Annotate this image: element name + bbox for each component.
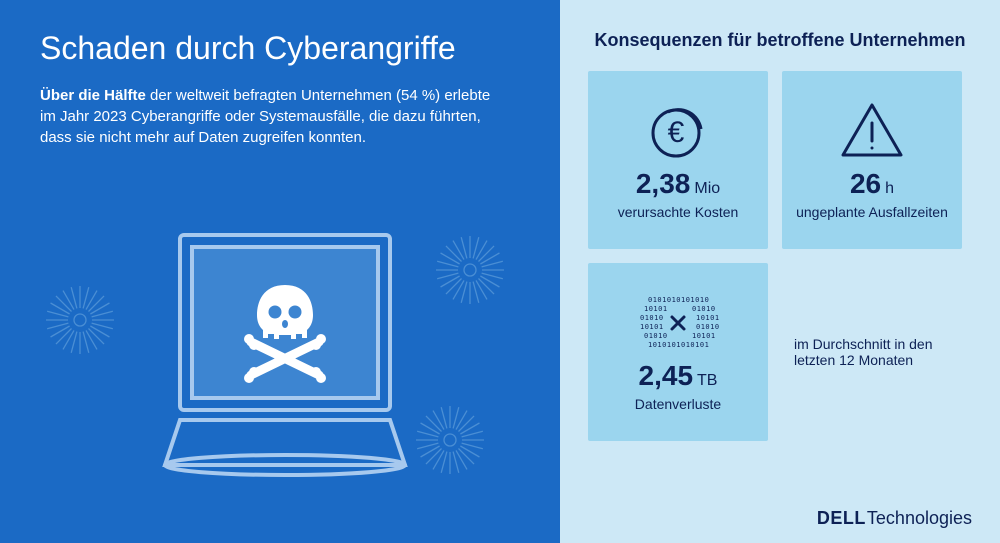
card-dataloss: 0101010101010 1010101010 0101010101 1010… (588, 263, 768, 441)
stat-label: Datenverluste (635, 396, 721, 413)
svg-text:10101: 10101 (692, 332, 716, 340)
svg-text:01010: 01010 (692, 305, 716, 313)
stat-unit: TB (697, 372, 717, 390)
card-downtime: 26 h ungeplante Ausfallzeiten (782, 71, 962, 249)
card-cost: € 2,38 Mio verursachte Kosten (588, 71, 768, 249)
stat-label: verursachte Kosten (618, 204, 739, 221)
data-icon: 0101010101010 1010101010 0101010101 1010… (634, 292, 722, 354)
logo-part2: Technologies (867, 508, 972, 529)
stat-value: 2,45 (639, 360, 694, 392)
body-bold: Über die Hälfte (40, 87, 146, 104)
stat-line: 26 h (850, 168, 894, 200)
right-panel: Konsequenzen für betroffene Unternehmen … (560, 0, 1000, 543)
stat-label: ungeplante Ausfallzeiten (796, 204, 948, 221)
main-title: Schaden durch Cyberangriffe (40, 30, 520, 67)
svg-text:1010101010101: 1010101010101 (648, 341, 709, 349)
svg-text:0101010101010: 0101010101010 (648, 296, 709, 304)
stat-line: 2,38 Mio (636, 168, 720, 200)
avg-note: im Durchschnitt in den letzten 12 Monate… (782, 263, 962, 441)
stat-unit: h (885, 180, 894, 198)
svg-text:01010: 01010 (640, 314, 664, 322)
svg-text:10101: 10101 (640, 323, 664, 331)
starburst-icon (430, 230, 510, 310)
stat-unit: Mio (694, 180, 720, 198)
dell-logo: DELLTechnologies (817, 508, 972, 529)
body-text: Über die Hälfte der weltweit befragten U… (40, 85, 500, 148)
cards-container: € 2,38 Mio verursachte Kosten 26 h u (588, 71, 972, 441)
svg-text:€: € (668, 116, 685, 149)
svg-text:10101: 10101 (644, 305, 668, 313)
logo-part1: DELL (817, 508, 866, 529)
warning-icon (837, 100, 907, 162)
starburst-icon (410, 400, 490, 480)
laptop-illustration (160, 225, 410, 500)
svg-text:01010: 01010 (644, 332, 668, 340)
left-panel: Schaden durch Cyberangriffe Über die Häl… (0, 0, 560, 543)
starburst-icon (40, 280, 120, 360)
right-title: Konsequenzen für betroffene Unternehmen (588, 30, 972, 51)
stat-value: 26 (850, 168, 881, 200)
stat-line: 2,45 TB (639, 360, 718, 392)
svg-text:01010: 01010 (696, 323, 720, 331)
euro-icon: € (646, 100, 710, 162)
svg-text:10101: 10101 (696, 314, 720, 322)
stat-value: 2,38 (636, 168, 691, 200)
